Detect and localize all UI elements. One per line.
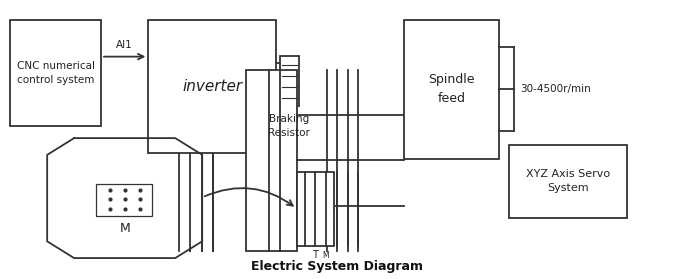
Text: Braking
Resistor: Braking Resistor [268, 114, 310, 138]
Text: T: T [312, 250, 317, 260]
Bar [280, 56, 299, 106]
Text: Electric System Diagram: Electric System Diagram [251, 260, 423, 273]
Bar [148, 20, 276, 153]
Polygon shape [47, 138, 202, 258]
Text: AI1: AI1 [117, 40, 133, 50]
Bar [246, 70, 297, 251]
Text: inverter: inverter [182, 79, 243, 94]
Bar [404, 20, 499, 159]
Text: M: M [322, 251, 328, 260]
Bar [96, 184, 152, 216]
Bar [297, 172, 334, 246]
Text: 30-4500r/min: 30-4500r/min [520, 84, 591, 94]
Bar [10, 20, 101, 126]
Text: Spindle
feed: Spindle feed [429, 73, 474, 105]
Text: XYZ Axis Servo
System: XYZ Axis Servo System [526, 169, 610, 193]
Text: CNC numerical
control system: CNC numerical control system [17, 61, 94, 85]
Text: M: M [119, 222, 130, 235]
Bar [509, 145, 627, 218]
